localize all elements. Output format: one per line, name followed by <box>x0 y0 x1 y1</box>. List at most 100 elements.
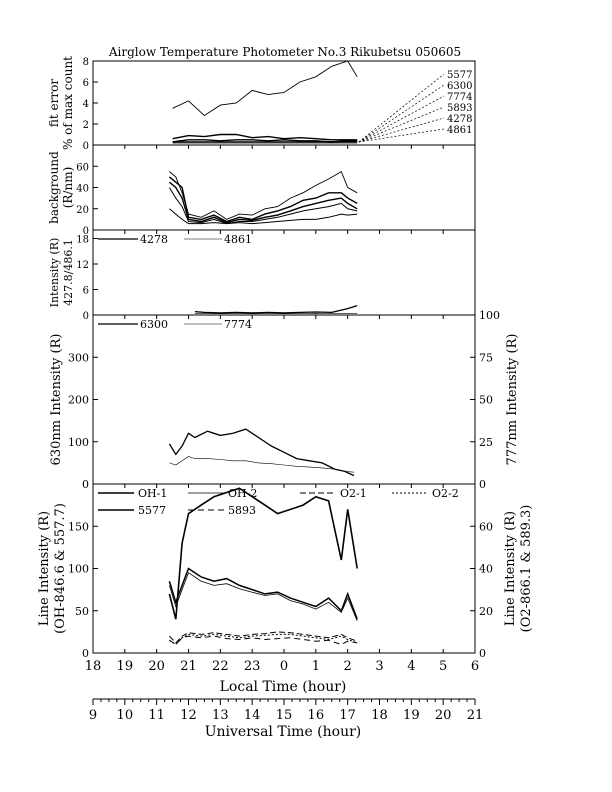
ylabel-sub: (OH-846.6 & 557.7) <box>53 503 68 634</box>
ylabel: Line Intensity (R) <box>37 511 52 626</box>
series-line-4278 <box>194 304 358 314</box>
y-tick-label: 60 <box>76 162 89 173</box>
y-tick-label: 100 <box>68 563 89 576</box>
y-tick-label: 150 <box>68 520 89 533</box>
ylabel-right: Line Intensity (R) <box>503 511 518 626</box>
ylabel: Intensity (R) <box>48 238 61 308</box>
legend-label: O2-1 <box>340 487 367 500</box>
panel-1: 0 20 40 60 background (R/nm) <box>47 144 476 237</box>
ylabel-sub: % of max count <box>61 56 75 150</box>
ut-tick-label: 20 <box>435 708 452 723</box>
series-line-O2-2 <box>169 633 358 646</box>
local-tick-label: 23 <box>244 659 261 674</box>
series-line-1-1 <box>168 176 358 223</box>
series-line-1-2 <box>168 181 358 224</box>
series-line-OH-1 <box>168 567 358 620</box>
y-tick-label: 12 <box>76 260 89 271</box>
series-label: 5577 <box>447 70 472 81</box>
y-tick-label: 18 <box>76 235 89 246</box>
y2-tick-label: 40 <box>479 563 493 576</box>
ut-tick-label: 12 <box>180 708 197 723</box>
ut-tick-label: 13 <box>212 708 229 723</box>
series-label: 5893 <box>447 103 472 114</box>
ylabel: 630nm Intensity (R) <box>49 334 64 466</box>
y-tick-label: 0 <box>83 226 89 237</box>
y2-tick-label: 75 <box>479 351 493 364</box>
y2-tick-label: 60 <box>479 520 493 533</box>
series-line-1-0 <box>169 170 358 220</box>
local-tick-label: 2 <box>344 659 352 674</box>
local-tick-label: 6 <box>471 659 479 674</box>
ut-tick-label: 18 <box>371 708 388 723</box>
ut-tick-label: 10 <box>117 708 134 723</box>
series-group <box>168 487 358 646</box>
panel-2: 0 6 12 18 Intensity (R) 427.8/486.1 4278 4861 <box>48 229 476 322</box>
y2-tick-label: 50 <box>479 394 493 407</box>
y-tick-label: 2 <box>83 120 89 131</box>
figure-title: Airglow Temperature Photometer No.3 Riku… <box>108 45 461 59</box>
local-tick-label: 21 <box>180 659 197 674</box>
y2-tick-label: 0 <box>479 647 486 660</box>
ylabel-sub: 427.8/486.1 <box>62 239 75 306</box>
ylabel-sub: (R/nm) <box>61 167 75 209</box>
local-tick-label: 3 <box>375 659 383 674</box>
ylabel-right-sub: (O2-866.1 & 589.3) <box>519 505 534 633</box>
legend-label: 4278 <box>140 233 168 246</box>
legend-label: OH-2 <box>228 487 257 500</box>
ut-tick-label: 9 <box>89 708 97 723</box>
ut-tick-label: 19 <box>403 708 420 723</box>
panel-frame <box>92 314 476 485</box>
label-pointer <box>358 84 445 143</box>
y-tick-label: 6 <box>83 78 89 89</box>
series-label: 4861 <box>447 125 472 136</box>
local-tick-label: 19 <box>117 659 134 674</box>
series-line-6300 <box>168 428 355 477</box>
panel-0: 0 2 4 6 8 fit error% of max count 557763007774… <box>47 56 476 152</box>
series-group <box>168 170 358 225</box>
legend-label: 5893 <box>228 504 256 517</box>
time-axes: 18 9 19 10 20 11 21 12 22 13 23 14 0 15 1 16 2 17 3 18 4 19 5 2… <box>85 145 483 723</box>
y-tick-label: 6 <box>83 286 89 297</box>
ylabel-right: 777nm Intensity (R) <box>505 334 520 466</box>
legend-label: 4861 <box>224 233 252 246</box>
y-tick-label: 20 <box>76 205 89 216</box>
y2-tick-label: 20 <box>479 605 493 618</box>
y-tick-label: 0 <box>83 141 89 152</box>
ut-tick-label: 14 <box>244 708 261 723</box>
y-tick-label: 4 <box>83 99 89 110</box>
local-time-label: Local Time (hour) <box>220 679 347 695</box>
legend-label: O2-2 <box>432 487 459 500</box>
ut-tick-label: 11 <box>148 708 165 723</box>
ut-tick-label: 15 <box>276 708 293 723</box>
series-line-5893 <box>169 635 358 646</box>
label-pointer <box>358 106 445 143</box>
local-tick-label: 0 <box>280 659 288 674</box>
panel-3: 0 100 200 300 0 25 50 75 100 630nm Intensity (R) 7… <box>49 309 520 491</box>
y-tick-label: 8 <box>83 57 89 68</box>
series-line-7774 <box>169 456 355 473</box>
legend-label: 6300 <box>140 318 168 331</box>
ylabel: background <box>47 151 61 224</box>
local-tick-label: 4 <box>407 659 415 674</box>
series-label: 7774 <box>447 92 472 103</box>
y-tick-label: 200 <box>68 394 89 407</box>
ut-time-label: Universal Time (hour) <box>205 724 362 740</box>
y2-tick-label: 25 <box>479 436 493 449</box>
panel-frame <box>92 144 476 231</box>
legend-label: OH-1 <box>138 487 167 500</box>
series-label: 4278 <box>447 114 472 125</box>
y-tick-label: 0 <box>82 647 89 660</box>
y-tick-label: 100 <box>68 436 89 449</box>
series-group <box>168 428 355 477</box>
series-line-0-0 <box>172 61 358 117</box>
legend-label: 5577 <box>138 504 166 517</box>
series-line-OH-2 <box>169 572 358 622</box>
local-tick-label: 1 <box>312 659 320 674</box>
ut-tick-label: 16 <box>308 708 325 723</box>
panel-frame <box>92 60 476 146</box>
y-tick-label: 0 <box>83 311 89 322</box>
legend-label: 7774 <box>224 318 252 331</box>
